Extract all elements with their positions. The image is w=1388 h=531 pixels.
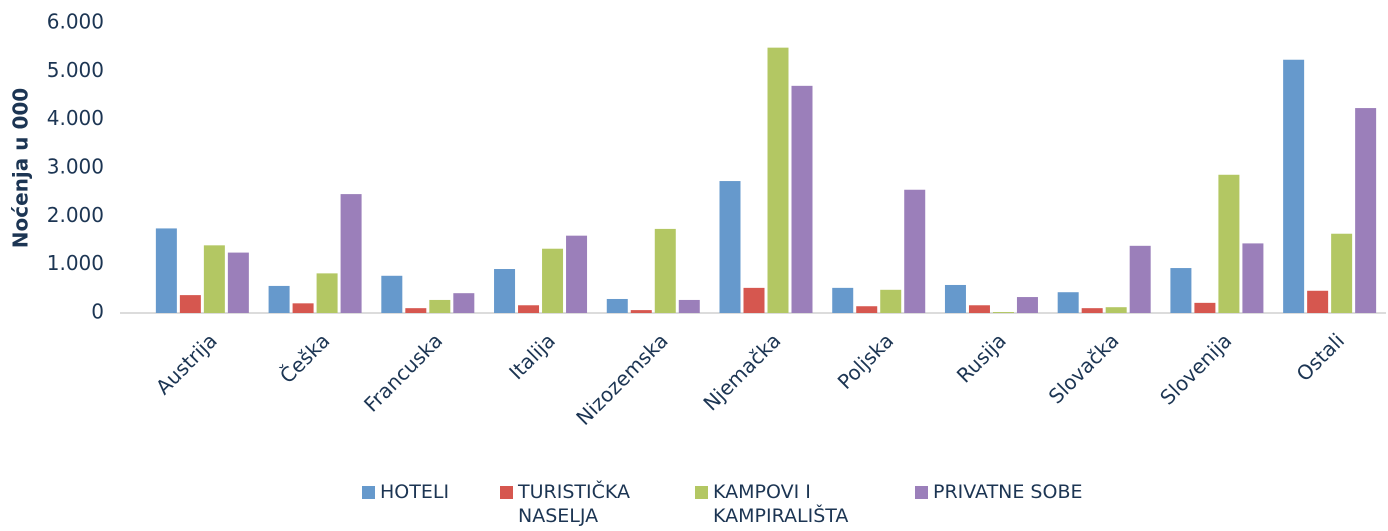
legend-swatch: [500, 486, 513, 499]
bar: [944, 284, 966, 313]
x-tick-label: Slovenija: [1155, 328, 1236, 409]
bar: [678, 299, 700, 313]
bar: [630, 310, 652, 313]
legend-item: TURISTIČKA NASELJA: [500, 480, 640, 528]
bar: [791, 85, 813, 313]
y-tick-label: 2.000: [47, 203, 104, 227]
legend: HOTELI TURISTIČKA NASELJA KAMPOVI I KAMPIR…: [0, 480, 1388, 531]
bar: [968, 305, 990, 313]
x-tick-label: Slovačka: [1044, 328, 1124, 408]
bar: [880, 289, 902, 313]
bar: [316, 273, 338, 313]
bar: [1057, 292, 1079, 313]
y-tick-label: 5.000: [47, 58, 104, 82]
bar: [381, 275, 403, 313]
bar: [1081, 308, 1103, 313]
bar: [155, 228, 177, 313]
bar: [1283, 59, 1305, 313]
bar: [227, 252, 249, 313]
bar: [1307, 290, 1329, 313]
bar: [494, 269, 516, 313]
x-tick-label: Francuska: [359, 328, 447, 416]
y-tick-label: 1.000: [47, 251, 104, 275]
bar: [1194, 302, 1216, 313]
bar: [743, 287, 765, 313]
bar: [292, 303, 314, 313]
bar: [606, 298, 628, 313]
x-tick-label: Italija: [504, 328, 560, 384]
x-tick-label: Ostali: [1292, 328, 1350, 386]
bar: [1170, 268, 1192, 313]
legend-item: HOTELI: [362, 480, 482, 504]
bar: [268, 285, 290, 313]
bar: [453, 293, 475, 313]
bar: [429, 299, 451, 313]
x-tick-label: Njemačka: [698, 328, 785, 415]
y-axis-label: Noćenja u 000: [9, 88, 33, 248]
bar: [405, 308, 427, 313]
y-tick-label: 0: [91, 300, 104, 324]
legend-item: KAMPOVI I KAMPIRALIŠTA: [695, 480, 885, 528]
x-tick-label: Austrija: [151, 328, 222, 399]
bar: [719, 181, 741, 313]
chart: Noćenja u 000 0 1.000 2.000 3.000 4.000 5.000…: [9, 10, 1386, 430]
x-tick-label: Češka: [275, 328, 335, 388]
bar: [542, 248, 564, 313]
y-tick-label: 6.000: [47, 10, 104, 34]
legend-label: HOTELI: [380, 481, 450, 503]
bar: [1129, 245, 1151, 313]
bar: [856, 306, 878, 313]
legend-swatch: [362, 486, 375, 499]
bar: [1242, 243, 1264, 313]
bar: [179, 295, 201, 313]
bar: [904, 189, 926, 313]
bar: [992, 312, 1014, 313]
bar: [1355, 108, 1377, 313]
bar: [1016, 297, 1038, 313]
bar: [203, 245, 225, 313]
legend-swatch: [695, 486, 708, 499]
bar: [1218, 174, 1240, 313]
legend-swatch: [915, 486, 928, 499]
legend-label: KAMPOVI I KAMPIRALIŠTA: [713, 481, 849, 527]
x-tick-label: Poljska: [833, 328, 898, 393]
y-tick-label: 4.000: [47, 106, 104, 130]
bar: [340, 194, 362, 313]
bar: [654, 228, 676, 313]
legend-label: PRIVATNE SOBE: [933, 481, 1083, 503]
legend-item: PRIVATNE SOBE: [915, 480, 1155, 504]
x-tick-label: Rusija: [952, 328, 1011, 387]
bar: [767, 47, 789, 314]
bar: [1331, 233, 1353, 313]
legend-label: TURISTIČKA NASELJA: [518, 481, 630, 527]
bar: [518, 305, 540, 313]
y-tick-label: 3.000: [47, 155, 104, 179]
bar: [1105, 307, 1127, 313]
x-tick-label: Nizozemska: [571, 328, 672, 429]
bar: [566, 235, 588, 313]
bar: [832, 287, 854, 313]
